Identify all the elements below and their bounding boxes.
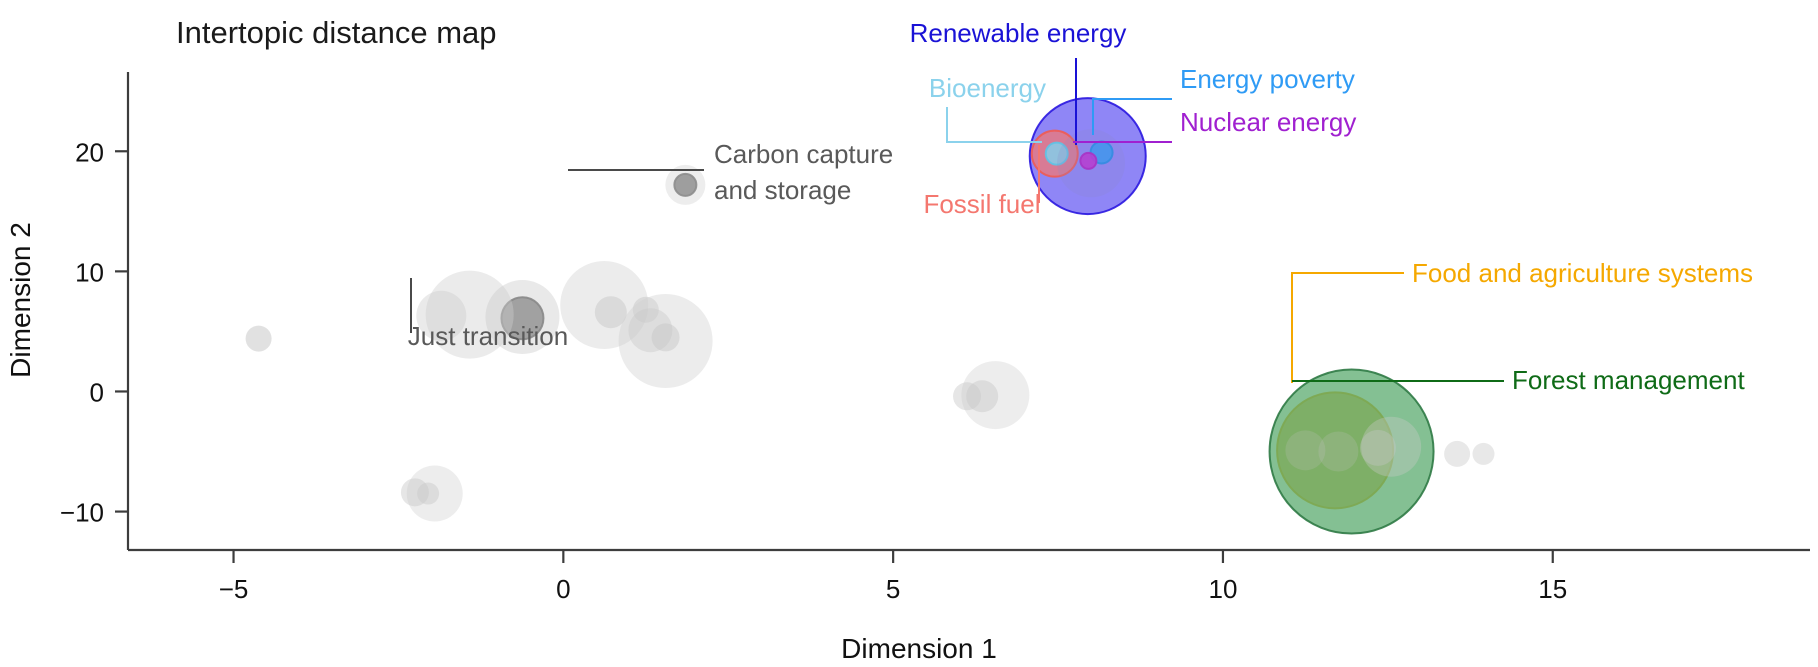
- y-tick-label: 10: [75, 257, 104, 287]
- bubble-just-transition[interactable]: [500, 296, 545, 341]
- bubble-unlabeled-3[interactable]: [416, 290, 467, 341]
- x-tick-label: 5: [886, 574, 900, 604]
- bioenergy-leader: [946, 107, 1042, 143]
- leader-line-layer: [410, 58, 1504, 383]
- label-food-and-agriculture-systems[interactable]: Food and agriculture systems: [1412, 258, 1753, 288]
- bubble-unlabeled-4[interactable]: [485, 280, 560, 355]
- bubble-unlabeled-5[interactable]: [560, 260, 649, 349]
- bubble-unlabeled-2[interactable]: [425, 270, 514, 359]
- bubble-unlabeled-8[interactable]: [618, 294, 713, 389]
- label-carbon-capture-and-storage[interactable]: Carbon capture and storage: [714, 139, 893, 205]
- label-nuclear-energy[interactable]: Nuclear energy: [1180, 107, 1356, 137]
- bubble-carbon-capture-and-storage[interactable]: [673, 172, 698, 197]
- y-tick-label: 20: [75, 137, 104, 167]
- label-energy-poverty[interactable]: Energy poverty: [1180, 64, 1355, 94]
- x-axis-ticks: −5 0 5 10 15: [219, 550, 1567, 604]
- x-tick-label: −5: [219, 574, 249, 604]
- chart-title: Intertopic distance map: [176, 15, 497, 50]
- bubble-forest-management[interactable]: [1268, 368, 1435, 535]
- axes-layer: −5 0 5 10 15 −10 0 10 20: [60, 72, 1810, 604]
- y-tick-label: −10: [60, 498, 104, 528]
- label-forest-management[interactable]: Forest management: [1512, 365, 1745, 395]
- bubble-carbon-capture-halo[interactable]: [665, 164, 706, 205]
- bubble-unlabeled-21[interactable]: [1444, 440, 1471, 467]
- bubble-unlabeled-12[interactable]: [400, 478, 429, 507]
- label-just-transition[interactable]: Just transition: [408, 321, 568, 351]
- bubble-nuclear-energy[interactable]: [1079, 151, 1098, 170]
- bubble-unlabeled-13[interactable]: [417, 482, 440, 505]
- bubble-unlabeled-20[interactable]: [1318, 431, 1359, 472]
- energy-poverty-leader: [1092, 98, 1172, 135]
- food-agriculture-leader: [1291, 272, 1404, 383]
- x-axis-title: Dimension 1: [841, 633, 997, 664]
- x-tick-label: 15: [1538, 574, 1567, 604]
- bubble-bioenergy[interactable]: [1044, 141, 1069, 166]
- bubble-unlabeled-22[interactable]: [1472, 442, 1495, 465]
- bubble-unlabeled-7[interactable]: [632, 296, 659, 323]
- bubble-unlabeled-14[interactable]: [961, 361, 1030, 430]
- bubble-unlabeled-10[interactable]: [651, 323, 680, 352]
- label-renewable-energy[interactable]: Renewable energy: [910, 18, 1127, 48]
- label-bioenergy[interactable]: Bioenergy: [929, 73, 1046, 103]
- bubble-unlabeled-11[interactable]: [406, 465, 463, 522]
- y-tick-label: 0: [90, 377, 104, 407]
- annotation-layer: Renewable energy Bioenergy Energy poverty N…: [408, 18, 1753, 395]
- bubble-layer[interactable]: [245, 97, 1495, 535]
- bubble-unlabeled-18[interactable]: [1359, 429, 1396, 466]
- x-tick-label: 0: [556, 574, 570, 604]
- bubble-energy-cluster-halo[interactable]: [1057, 129, 1126, 198]
- bubble-unlabeled-17[interactable]: [1361, 416, 1422, 477]
- bubble-unlabeled-6[interactable]: [594, 296, 627, 329]
- bubble-unlabeled-19[interactable]: [1285, 430, 1326, 471]
- y-axis-ticks: −10 0 10 20: [60, 137, 128, 528]
- bubble-unlabeled-1[interactable]: [245, 325, 272, 352]
- y-axis-title: Dimension 2: [5, 222, 36, 378]
- bubble-unlabeled-9[interactable]: [628, 308, 673, 353]
- bubble-unlabeled-15[interactable]: [953, 382, 982, 411]
- label-fossil-fuel[interactable]: Fossil fuel: [923, 189, 1040, 219]
- x-tick-label: 10: [1208, 574, 1237, 604]
- bubble-unlabeled-16[interactable]: [966, 380, 999, 413]
